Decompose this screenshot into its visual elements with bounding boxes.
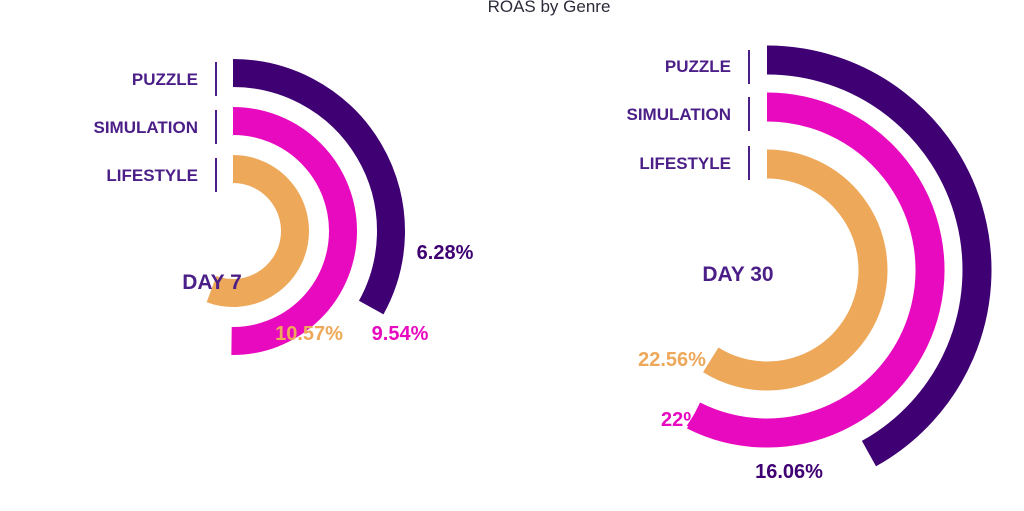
day30-value-simulation: 22%	[661, 409, 701, 431]
day7-legend-simulation: SIMULATION	[93, 118, 198, 137]
day30-arc-simulation	[687, 92, 945, 448]
chart-day30: DAY 30 PUZZLE SIMULATION LIFESTYLE 16.06…	[626, 45, 992, 483]
day7-legend-lifestyle: LIFESTYLE	[106, 166, 198, 185]
day7-arc-simulation	[231, 107, 358, 355]
day30-arc-lifestyle	[703, 149, 888, 391]
day30-legend-simulation: SIMULATION	[626, 105, 731, 124]
day7-value-lifestyle: 10.57%	[275, 323, 343, 345]
chart-day7: DAY 7 PUZZLE SIMULATION LIFESTYLE 6.28% …	[93, 59, 474, 355]
day7-value-puzzle: 6.28%	[417, 242, 474, 264]
day7-arc-lifestyle	[206, 155, 309, 307]
day7-arc-puzzle	[232, 59, 405, 315]
day30-legend-lifestyle: LIFESTYLE	[639, 154, 731, 173]
day30-legend-puzzle: PUZZLE	[665, 57, 731, 76]
day7-legend-puzzle: PUZZLE	[132, 70, 198, 89]
day30-value-lifestyle: 22.56%	[638, 349, 706, 371]
day30-value-puzzle: 16.06%	[755, 461, 823, 483]
day30-arc-puzzle	[766, 45, 992, 467]
chart-title: ROAS by Genre	[488, 0, 611, 16]
day7-label: DAY 7	[182, 271, 242, 294]
day30-label: DAY 30	[702, 263, 773, 286]
day7-value-simulation: 9.54%	[372, 323, 429, 345]
